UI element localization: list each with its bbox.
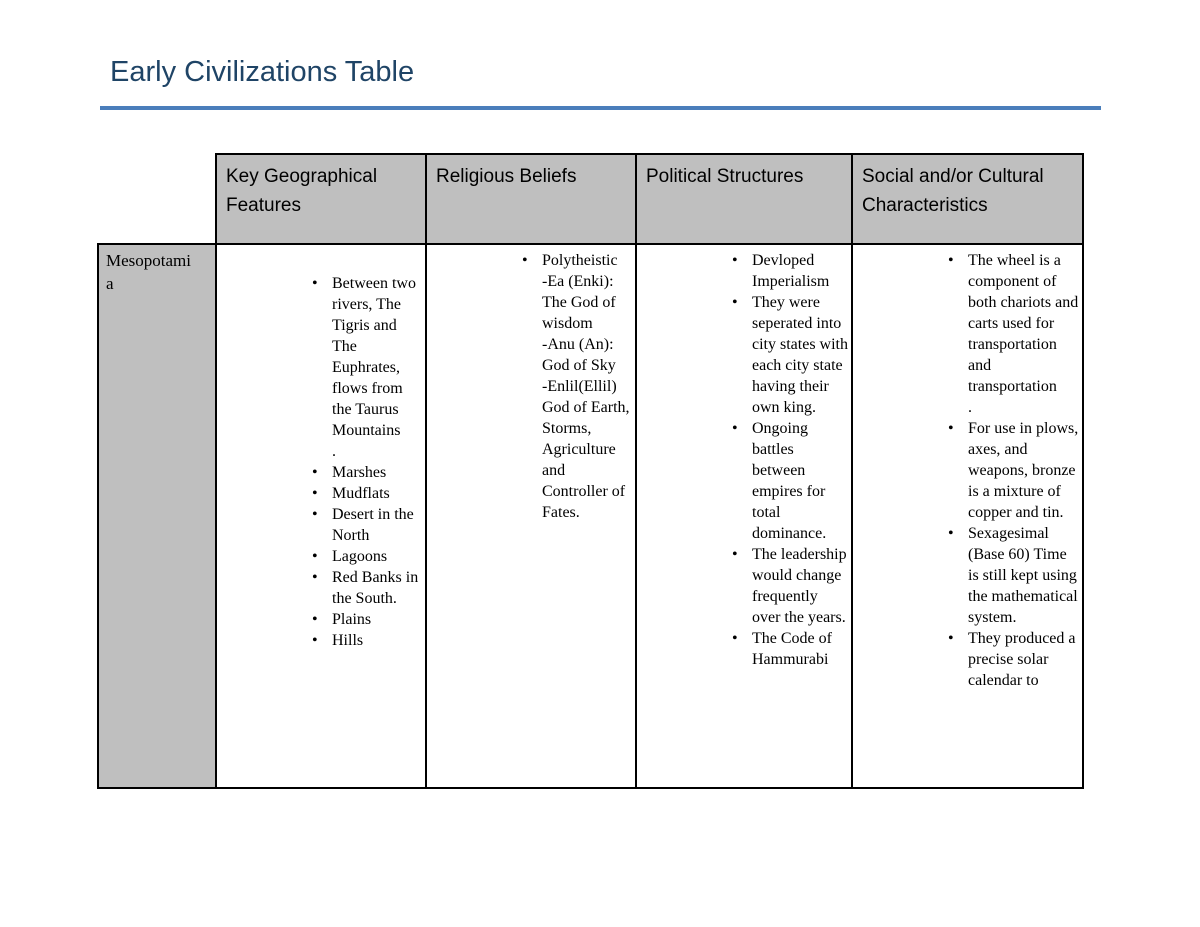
geographical-features-list: Between two rivers, The Tigris and The E…	[217, 273, 423, 651]
religious-beliefs-list: Polytheistic -Ea (Enki): The God of wisd…	[427, 250, 633, 523]
bullet-item: Between two rivers, The Tigris and The E…	[310, 273, 423, 462]
bullet-item: Devloped Imperialism	[730, 250, 849, 292]
bullet-item: They produced a precise solar calendar t…	[946, 628, 1080, 691]
bullet-item: Red Banks in the South.	[310, 567, 423, 609]
bullet-item: For use in plows, axes, and weapons, bro…	[946, 418, 1080, 523]
early-civilizations-table: Key Geographical Features Religious Beli…	[97, 153, 1084, 789]
cell-political-structures: Devloped ImperialismThey were seperated …	[635, 243, 853, 789]
bullet-item: Ongoing battles between empires for tota…	[730, 418, 849, 544]
bullet-item: Hills	[310, 630, 423, 651]
bullet-item: They were seperated into city states wit…	[730, 292, 849, 418]
bullet-item: Plains	[310, 609, 423, 630]
column-header-political: Political Structures	[635, 153, 853, 245]
cell-religious-beliefs: Polytheistic -Ea (Enki): The God of wisd…	[425, 243, 637, 789]
table-header-row: Key Geographical Features Religious Beli…	[98, 153, 1084, 245]
title-underline-rule	[100, 106, 1101, 110]
page-title: Early Civilizations Table	[110, 56, 415, 88]
cell-social-cultural: The wheel is a component of both chariot…	[851, 243, 1084, 789]
bullet-item: The leadership would change frequently o…	[730, 544, 849, 628]
empty-corner-cell	[98, 154, 216, 244]
bullet-item: Sexagesimal (Base 60) Time is still kept…	[946, 523, 1080, 628]
bullet-item: The wheel is a component of both chariot…	[946, 250, 1080, 418]
table-row-mesopotamia: Mesopotamia Between two rivers, The Tigr…	[97, 243, 1084, 789]
cell-geographical-features: Between two rivers, The Tigris and The E…	[215, 243, 427, 789]
bullet-item: Mudflats	[310, 483, 423, 504]
column-header-social: Social and/or Cultural Characteristics	[851, 153, 1084, 245]
bullet-item: The Code of Hammurabi	[730, 628, 849, 670]
bullet-item: Polytheistic -Ea (Enki): The God of wisd…	[520, 250, 633, 523]
column-header-religious: Religious Beliefs	[425, 153, 637, 245]
row-label-mesopotamia: Mesopotamia	[97, 243, 217, 789]
social-cultural-list: The wheel is a component of both chariot…	[853, 250, 1080, 691]
bullet-item: Lagoons	[310, 546, 423, 567]
political-structures-list: Devloped ImperialismThey were seperated …	[637, 250, 849, 670]
bullet-item: Marshes	[310, 462, 423, 483]
bullet-item: Desert in the North	[310, 504, 423, 546]
spacer	[217, 250, 423, 273]
column-header-geographical: Key Geographical Features	[215, 153, 427, 245]
